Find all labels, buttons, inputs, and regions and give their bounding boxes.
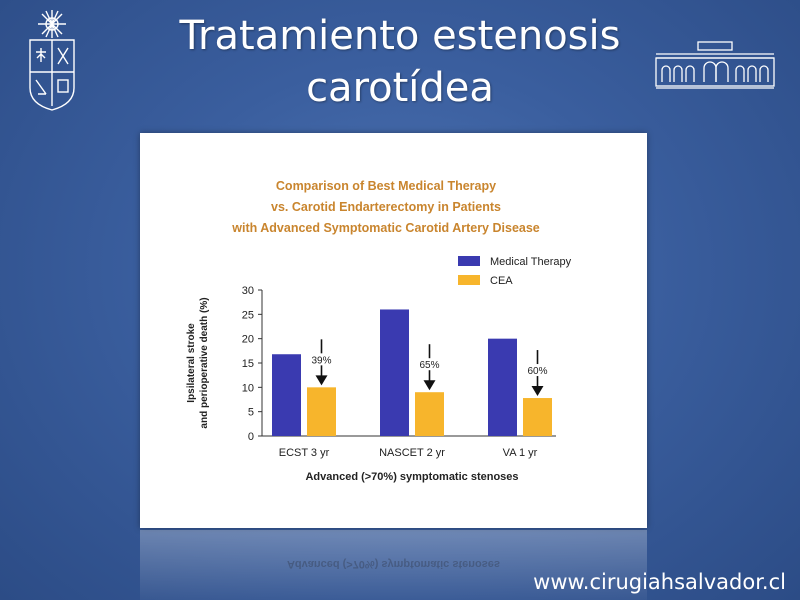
bar-medical-therapy-1 — [272, 354, 301, 436]
chart-reflection: Advanced (>70%) symptomatic stenoses — [140, 530, 647, 600]
annotation-label: 65% — [419, 360, 439, 371]
annotation-label-bg — [416, 358, 443, 371]
annotation-arrow-head — [531, 386, 544, 397]
chart-title-line-2: vs. Carotid Endarterectomy in Patients — [271, 200, 501, 214]
bar-cea-1 — [307, 387, 336, 436]
slide-title-line1: Tratamiento estenosis — [179, 13, 621, 59]
chart-title-line-3: with Advanced Symptomatic Carotid Artery… — [231, 221, 540, 235]
university-building-logo — [655, 41, 775, 89]
x-tick-label: VA 1 yr — [503, 447, 538, 459]
bar-chart: Comparison of Best Medical Therapy vs. Ca… — [186, 179, 572, 483]
bar-cea-2 — [415, 392, 444, 436]
reflection-xlabel: Advanced (>70%) symptomatic stenoses — [286, 558, 501, 570]
y-tick-label: 20 — [242, 334, 254, 346]
bar-medical-therapy-3 — [488, 338, 517, 436]
annotation-label: 39% — [311, 355, 331, 366]
bar-medical-therapy-2 — [380, 309, 409, 436]
y-tick-label: 30 — [242, 285, 254, 297]
legend-label-2: CEA — [490, 275, 513, 287]
y-tick-label: 10 — [242, 382, 254, 394]
annotation-label: 60% — [527, 366, 547, 377]
slide-title-line2: carotídea — [306, 65, 494, 111]
chart-panel: Comparison of Best Medical Therapy vs. Ca… — [140, 133, 647, 528]
slide-title: Tratamiento estenosis carotídea — [120, 10, 680, 114]
university-seal-logo — [29, 10, 75, 111]
x-axis-label: Advanced (>70%) symptomatic stenoses — [305, 471, 518, 483]
annotation-arrow-head — [423, 380, 436, 391]
y-tick-label: 0 — [248, 431, 254, 443]
annotation-label-bg — [308, 353, 335, 366]
x-tick-label: NASCET 2 yr — [379, 447, 445, 459]
y-tick-label: 15 — [242, 358, 254, 370]
bar-cea-3 — [523, 398, 552, 436]
x-tick-label: ECST 3 yr — [279, 447, 330, 459]
y-axis-label-line-2: and perioperative death (%) — [199, 297, 210, 428]
y-tick-label: 25 — [242, 309, 254, 321]
legend-label-1: Medical Therapy — [490, 256, 572, 268]
annotation-label-bg — [524, 364, 551, 377]
legend-swatch-1 — [458, 256, 480, 266]
annotation-arrow-head — [315, 375, 328, 386]
legend-swatch-2 — [458, 275, 480, 285]
y-tick-label: 5 — [248, 407, 254, 419]
website-url: www.cirugiahsalvador.cl — [533, 570, 786, 594]
y-axis-label-line-1: Ipsilateral stroke — [186, 323, 197, 403]
chart-title-line-1: Comparison of Best Medical Therapy — [276, 179, 496, 193]
